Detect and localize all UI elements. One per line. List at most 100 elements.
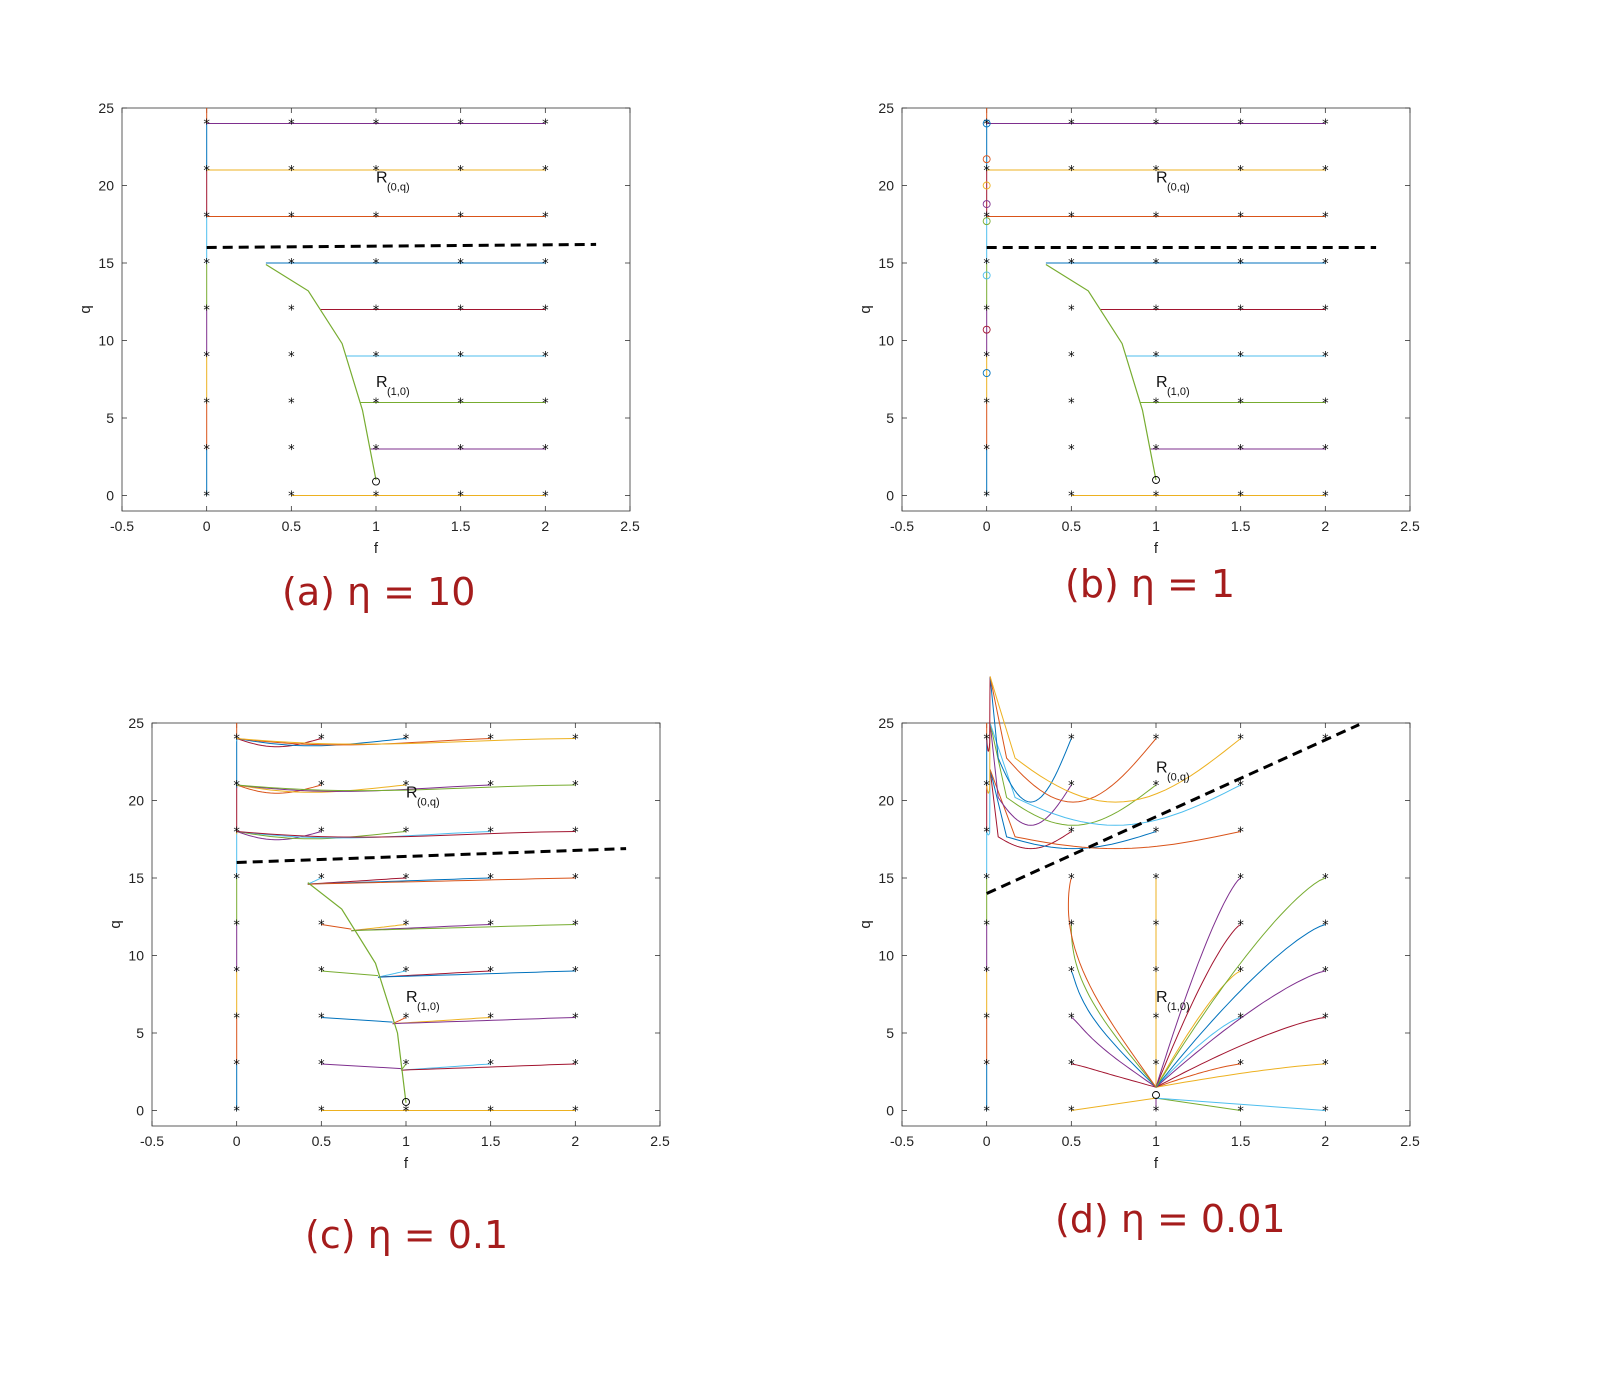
x-tick-label: 0.5 [312, 1133, 332, 1149]
start-marker: * [572, 965, 579, 980]
start-marker: * [1322, 490, 1329, 505]
region-label-sub: (0,q) [387, 181, 410, 193]
start-marker: * [1068, 304, 1075, 319]
start-marker: * [288, 304, 295, 319]
start-marker: * [1322, 872, 1329, 887]
x-tick-label: 2.5 [1400, 1133, 1420, 1149]
y-tick-label: 10 [98, 333, 114, 349]
y-tick-label: 5 [106, 410, 114, 426]
region-label-sub: (1,0) [1167, 386, 1190, 398]
trajectory-curve [236, 784, 407, 793]
start-marker: * [487, 779, 494, 794]
start-marker: * [233, 1012, 240, 1027]
x-axis-label: f [374, 540, 379, 557]
equilibrium-circle [372, 477, 380, 486]
start-marker: * [318, 826, 325, 841]
y-tick-label: 0 [886, 488, 894, 504]
start-marker: * [457, 164, 464, 179]
start-marker: * [1068, 872, 1075, 887]
x-tick-label: 2 [571, 1133, 579, 1149]
x-tick-label: 0 [983, 1133, 991, 1149]
start-marker: * [983, 304, 990, 319]
start-marker: * [1237, 965, 1244, 980]
x-tick-label: 0.5 [1062, 1133, 1082, 1149]
trajectory-curve [321, 1017, 393, 1023]
critical-curve [1045, 263, 1157, 481]
start-marker: * [403, 872, 410, 887]
start-marker: * [457, 443, 464, 458]
start-marker: * [1153, 1105, 1160, 1120]
start-marker: * [1237, 211, 1244, 226]
separatrix-line [236, 847, 627, 864]
start-marker: * [1153, 872, 1160, 887]
start-marker: * [1237, 826, 1244, 841]
start-marker: * [1153, 965, 1160, 980]
start-marker: * [983, 872, 990, 887]
start-marker: * [1237, 1058, 1244, 1073]
region-label: R [1156, 989, 1168, 1006]
start-marker: * [233, 733, 240, 748]
region-label: R [406, 989, 418, 1006]
start-marker: * [233, 872, 240, 887]
start-marker: * [487, 965, 494, 980]
start-marker: * [288, 397, 295, 412]
start-marker: * [1322, 257, 1329, 272]
trajectory-curve [321, 1063, 402, 1070]
start-marker: * [542, 490, 549, 505]
start-marker: * [403, 919, 410, 934]
start-marker: * [318, 919, 325, 934]
start-marker: * [1068, 965, 1075, 980]
caption-a: (a) η = 10 [282, 570, 476, 614]
x-tick-label: 1 [1152, 518, 1160, 534]
y-tick-label: 10 [878, 948, 894, 964]
start-marker: * [373, 304, 380, 319]
trajectory-curve [392, 1017, 576, 1025]
region-label: R [1156, 374, 1168, 391]
start-marker: * [288, 257, 295, 272]
start-marker: * [203, 304, 210, 319]
start-marker: * [373, 257, 380, 272]
start-marker: * [403, 965, 410, 980]
trajectory-curve [1071, 1017, 1157, 1088]
y-tick-label: 20 [128, 793, 144, 809]
trajectory-curve [1070, 924, 1157, 1088]
start-marker: * [487, 1058, 494, 1073]
start-marker: * [318, 965, 325, 980]
y-axis-label: q [857, 920, 874, 928]
axis-circle [982, 369, 991, 377]
start-marker: * [572, 1058, 579, 1073]
y-tick-label: 25 [878, 100, 894, 116]
x-tick-label: 2 [1321, 1133, 1329, 1149]
start-marker: * [457, 211, 464, 226]
start-marker: * [203, 490, 210, 505]
start-marker: * [542, 164, 549, 179]
axis-circle [982, 119, 991, 128]
trajectory-curve [1155, 1017, 1241, 1088]
start-marker: * [1153, 1012, 1160, 1027]
start-marker: * [983, 779, 990, 794]
x-tick-label: -0.5 [110, 518, 134, 534]
start-marker: * [1153, 350, 1160, 365]
start-marker: * [288, 443, 295, 458]
start-marker: * [457, 257, 464, 272]
start-marker: * [487, 872, 494, 887]
caption-c: (c) η = 0.1 [305, 1213, 509, 1257]
trajectory-curve [377, 970, 407, 978]
separatrix-line [206, 242, 597, 249]
y-tick-label: 0 [106, 488, 114, 504]
start-marker: * [288, 211, 295, 226]
start-marker: * [572, 826, 579, 841]
trajectory-curve [1067, 877, 1157, 1088]
start-marker: * [1068, 118, 1075, 133]
start-marker: * [572, 1012, 579, 1027]
y-axis-label: q [107, 920, 124, 928]
start-marker: * [457, 304, 464, 319]
start-marker: * [1237, 164, 1244, 179]
start-marker: * [1237, 1105, 1244, 1120]
y-tick-label: 15 [878, 870, 894, 886]
axis-circle [982, 271, 991, 280]
trajectory-curve [1155, 1097, 1241, 1111]
start-marker: * [542, 397, 549, 412]
start-marker: * [1322, 118, 1329, 133]
trajectory-curve [236, 738, 407, 747]
